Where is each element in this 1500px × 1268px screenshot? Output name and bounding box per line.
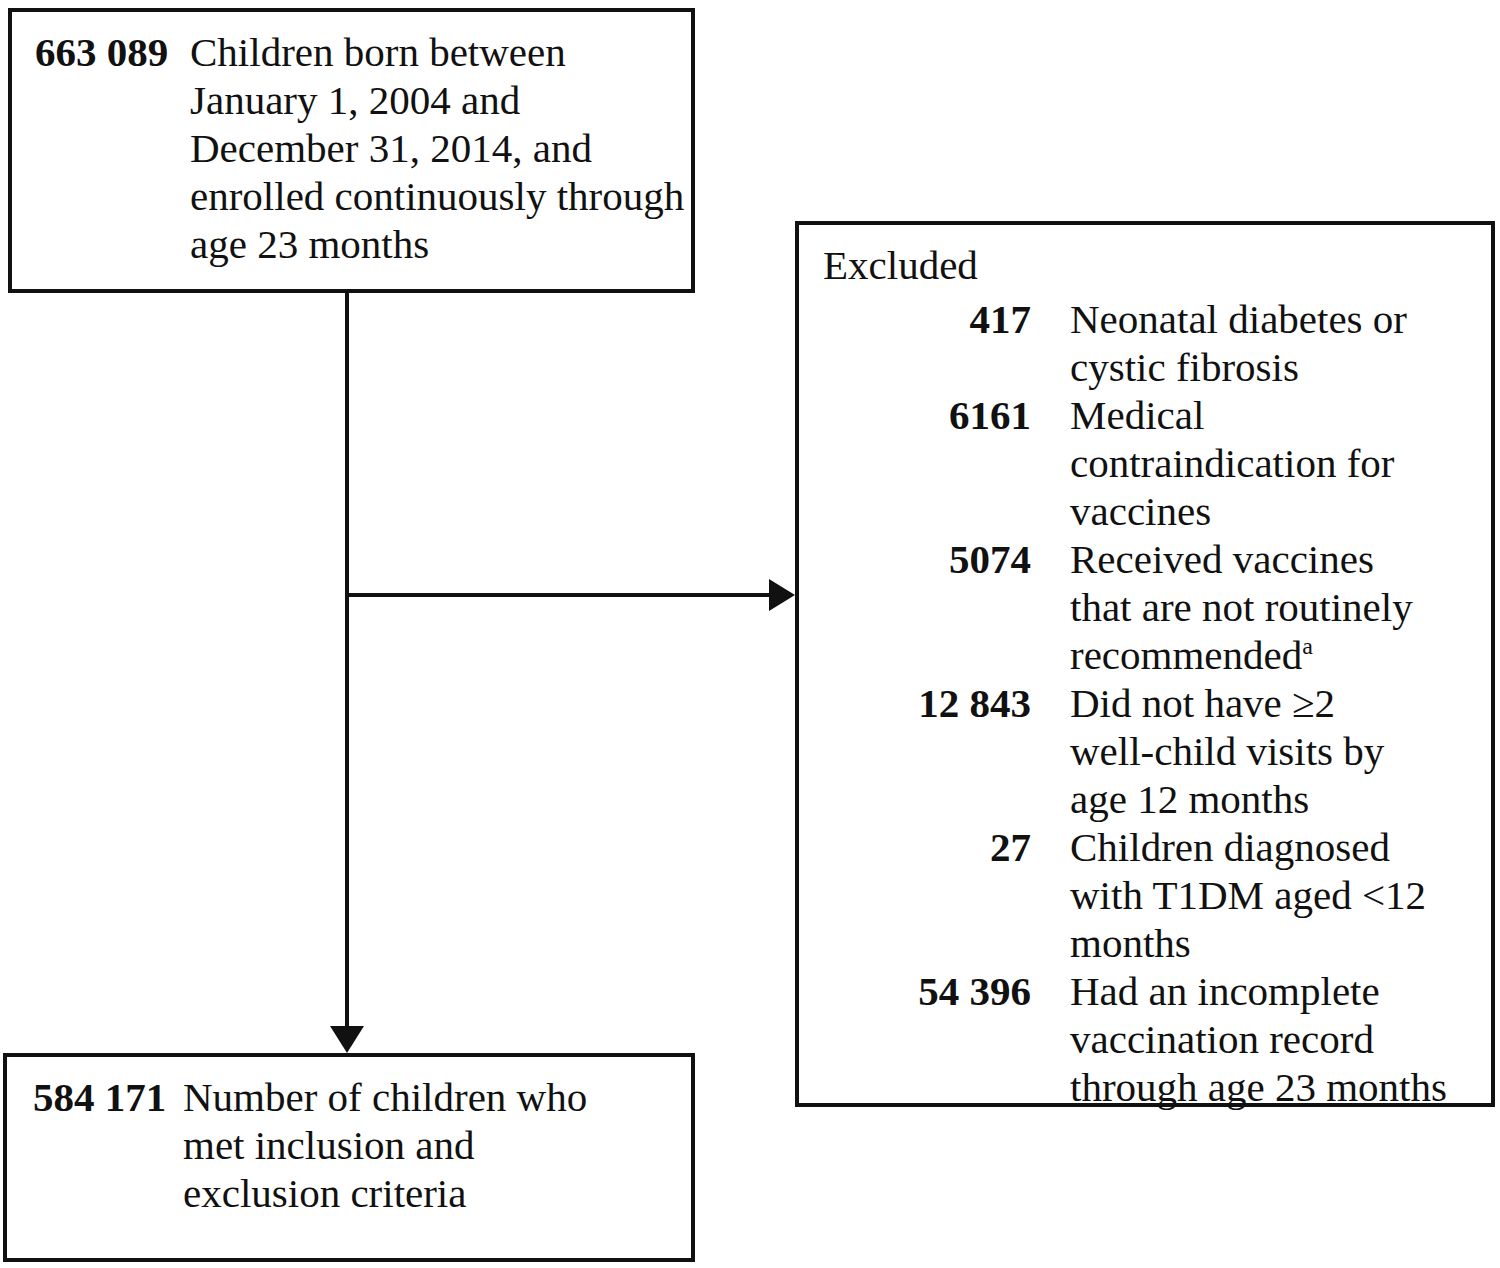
vertical-connector-line (345, 293, 349, 1026)
excluded-item: 6161 Medical contraindication for vaccin… (823, 391, 1485, 535)
excluded-item-label: Medical contraindication for vaccines (1070, 391, 1475, 535)
excluded-item: 54 396 Had an incomplete vaccination rec… (823, 967, 1485, 1111)
excluded-item-label: Received vaccines that are not routinely… (1070, 535, 1475, 679)
horizontal-connector-line (347, 593, 769, 597)
excluded-item-label: Neonatal diabetes or cystic fibrosis (1070, 295, 1475, 391)
excluded-title: Excluded (823, 241, 1485, 289)
excluded-item-count: 5074 (823, 535, 1031, 583)
excluded-item-label: Children diagnosed with T1DM aged <12 mo… (1070, 823, 1475, 967)
study-flow-diagram: 663 089 Children born between January 1,… (0, 0, 1500, 1268)
excluded-item: 12 843 Did not have ≥2 well-child visits… (823, 679, 1485, 823)
excluded-item-label: Had an incomplete vaccination record thr… (1070, 967, 1475, 1111)
excluded-item-count: 27 (823, 823, 1031, 871)
excluded-item: 5074 Received vaccines that are not rout… (823, 535, 1485, 679)
excluded-item-count: 12 843 (823, 679, 1031, 727)
included-result-box: 584 171 Number of children who met inclu… (3, 1053, 695, 1262)
enrolled-count: 663 089 (35, 28, 190, 76)
included-count: 584 171 (33, 1073, 183, 1121)
excluded-items: 417 Neonatal diabetes or cystic fibrosis… (823, 295, 1485, 1111)
excluded-item: 417 Neonatal diabetes or cystic fibrosis (823, 295, 1485, 391)
enrolled-label: Children born between January 1, 2004 an… (190, 28, 685, 268)
excluded-box: Excluded 417 Neonatal diabetes or cystic… (795, 221, 1495, 1107)
footnote-marker: a (1302, 633, 1313, 659)
excluded-item-count: 54 396 (823, 967, 1031, 1015)
excluded-item-count: 6161 (823, 391, 1031, 439)
included-label: Number of children who met inclusion and… (183, 1073, 668, 1217)
arrowhead-right-icon (769, 579, 795, 611)
excluded-item: 27 Children diagnosed with T1DM aged <12… (823, 823, 1485, 967)
excluded-item-count: 417 (823, 295, 1031, 343)
arrowhead-down-icon (330, 1026, 364, 1053)
excluded-item-label: Did not have ≥2 well-child visits by age… (1070, 679, 1475, 823)
enrolled-cohort-box: 663 089 Children born between January 1,… (8, 8, 695, 293)
